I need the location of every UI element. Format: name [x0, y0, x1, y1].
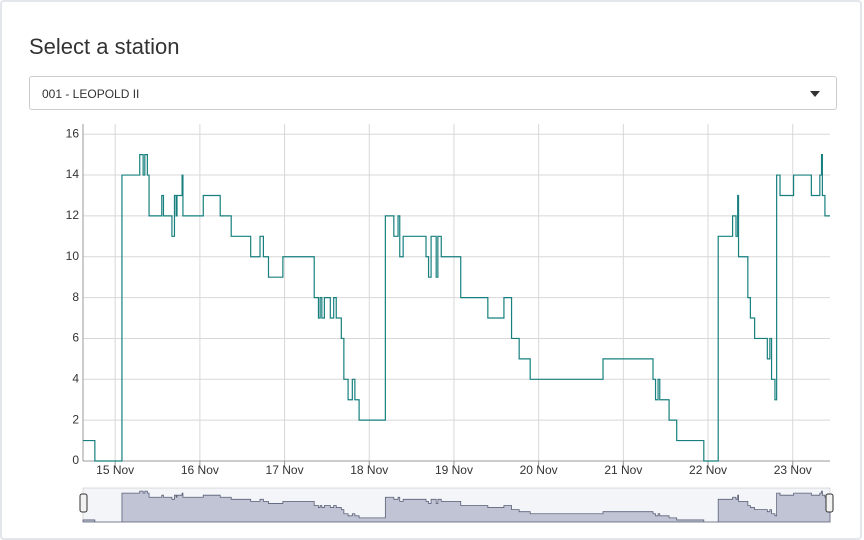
y-tick-label: 14: [66, 167, 80, 181]
station-select[interactable]: 001 - LEOPOLD II: [29, 76, 837, 110]
navigator-handle-left[interactable]: [79, 493, 88, 513]
y-tick-label: 0: [72, 453, 79, 467]
x-tick-label: 22 Nov: [689, 463, 727, 477]
x-tick-label: 21 Nov: [604, 463, 642, 477]
y-tick-label: 8: [72, 290, 79, 304]
y-tick-label: 16: [66, 126, 80, 140]
x-tick-label: 15 Nov: [96, 463, 134, 477]
y-tick-label: 2: [72, 412, 79, 426]
y-tick-label: 12: [66, 208, 80, 222]
caret[interactable]: [810, 91, 820, 97]
navigator-handle-right[interactable]: [825, 493, 834, 513]
y-tick-label: 6: [72, 331, 79, 345]
x-tick-label: 18 Nov: [350, 463, 388, 477]
data-line: [83, 154, 830, 462]
x-tick-label: 17 Nov: [266, 463, 304, 477]
x-tick-label: 16 Nov: [181, 463, 219, 477]
x-tick-label: 20 Nov: [520, 463, 558, 477]
navigator-area: [82, 490, 831, 523]
y-tick-label: 4: [72, 371, 79, 385]
title: Select a station: [29, 34, 180, 59]
x-tick-label: 19 Nov: [435, 463, 473, 477]
y-tick-label: 10: [66, 249, 80, 263]
select-value: 001 - LEOPOLD II: [42, 87, 140, 101]
x-tick-label: 23 Nov: [774, 463, 812, 477]
